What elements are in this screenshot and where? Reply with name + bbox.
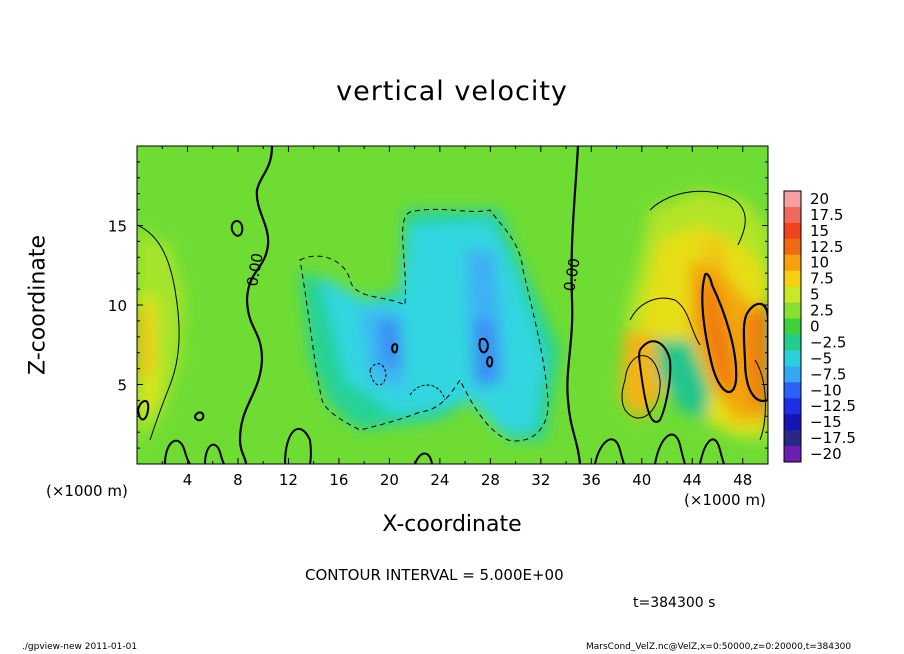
x-tick-label: 4 <box>183 471 193 489</box>
colorbar-label: 10 <box>810 254 829 272</box>
colorbar-swatch <box>784 238 801 256</box>
x-tick-label: 40 <box>632 471 651 489</box>
colorbar-swatch <box>784 414 801 431</box>
contours <box>137 146 768 464</box>
contour-label-left: 0.00 <box>243 252 267 288</box>
colorbar-swatch <box>784 430 801 447</box>
colorbar-label: 2.5 <box>810 302 834 320</box>
colorbar-label: 17.5 <box>810 206 843 224</box>
colorbar-swatch <box>784 254 801 272</box>
colorbar-swatch <box>784 302 801 320</box>
contour-labels: 0.00 0.00 <box>243 252 584 293</box>
colorbar-label: −7.5 <box>810 365 846 383</box>
x-tick-label: 20 <box>380 471 399 489</box>
footer-right: MarsCond_VelZ.nc@VelZ,x=0:50000,z=0:2000… <box>586 642 852 652</box>
chart-title: vertical velocity <box>336 76 568 107</box>
colorbar-swatch <box>784 270 801 288</box>
colorbar-label: −10 <box>810 381 842 399</box>
time-label: t=384300 s <box>633 595 716 611</box>
colorbar-label: −20 <box>810 445 842 463</box>
colorbar-label: 7.5 <box>810 270 834 288</box>
y-tick-label: 5 <box>117 377 127 395</box>
y-tick-label: 15 <box>108 218 127 236</box>
colorbar-label: −5 <box>810 349 832 367</box>
x-tick-label: 32 <box>531 471 550 489</box>
footer-left: ./gpview-new 2011-01-01 <box>22 642 138 652</box>
x-tick-label: 16 <box>329 471 348 489</box>
colorbar-label: −12.5 <box>810 397 856 415</box>
colorbar-swatch <box>784 206 801 224</box>
colorbar-label: 20 <box>810 190 829 208</box>
colorbar-swatch <box>784 191 801 208</box>
colorbar-swatch <box>784 398 801 415</box>
contour-label-right: 0.00 <box>560 257 584 293</box>
x-unit-label-right: (×1000 m) <box>684 491 766 509</box>
contour-interval-text: CONTOUR INTERVAL = 5.000E+00 <box>305 566 564 584</box>
x-tick-label: 24 <box>430 471 449 489</box>
velocity-field <box>137 146 768 464</box>
x-tick-label: 28 <box>481 471 500 489</box>
x-tick-label: 44 <box>683 471 702 489</box>
colorbar-label: −15 <box>810 413 842 431</box>
colorbar: 2017.51512.5107.552.50−2.5−5−7.5−10−12.5… <box>783 190 856 463</box>
x-tick-label: 8 <box>233 471 243 489</box>
colorbar-swatch <box>784 366 801 383</box>
y-tick-label: 10 <box>108 297 127 315</box>
colorbar-frame <box>783 190 802 463</box>
y-axis-label: Z-coordinate <box>25 235 51 375</box>
colorbar-swatch <box>784 446 801 463</box>
colorbar-swatch <box>784 318 801 335</box>
colorbar-swatch <box>784 350 801 367</box>
colorbar-label: −2.5 <box>810 333 846 351</box>
colorbar-swatch <box>784 334 801 351</box>
colorbar-label: −17.5 <box>810 429 856 447</box>
x-tick-label: 36 <box>582 471 601 489</box>
colorbar-label: 12.5 <box>810 238 843 256</box>
colorbar-label: 0 <box>810 318 820 336</box>
colorbar-label: 5 <box>810 286 820 304</box>
colorbar-swatch <box>784 382 801 399</box>
x-tick-label: 48 <box>733 471 752 489</box>
colorbar-swatch <box>784 222 801 240</box>
x-tick-label: 12 <box>279 471 298 489</box>
colorbar-label: 15 <box>810 222 829 240</box>
colorbar-swatch <box>784 286 801 304</box>
x-axis-label: X-coordinate <box>382 512 522 537</box>
x-unit-label-left: (×1000 m) <box>46 482 128 500</box>
